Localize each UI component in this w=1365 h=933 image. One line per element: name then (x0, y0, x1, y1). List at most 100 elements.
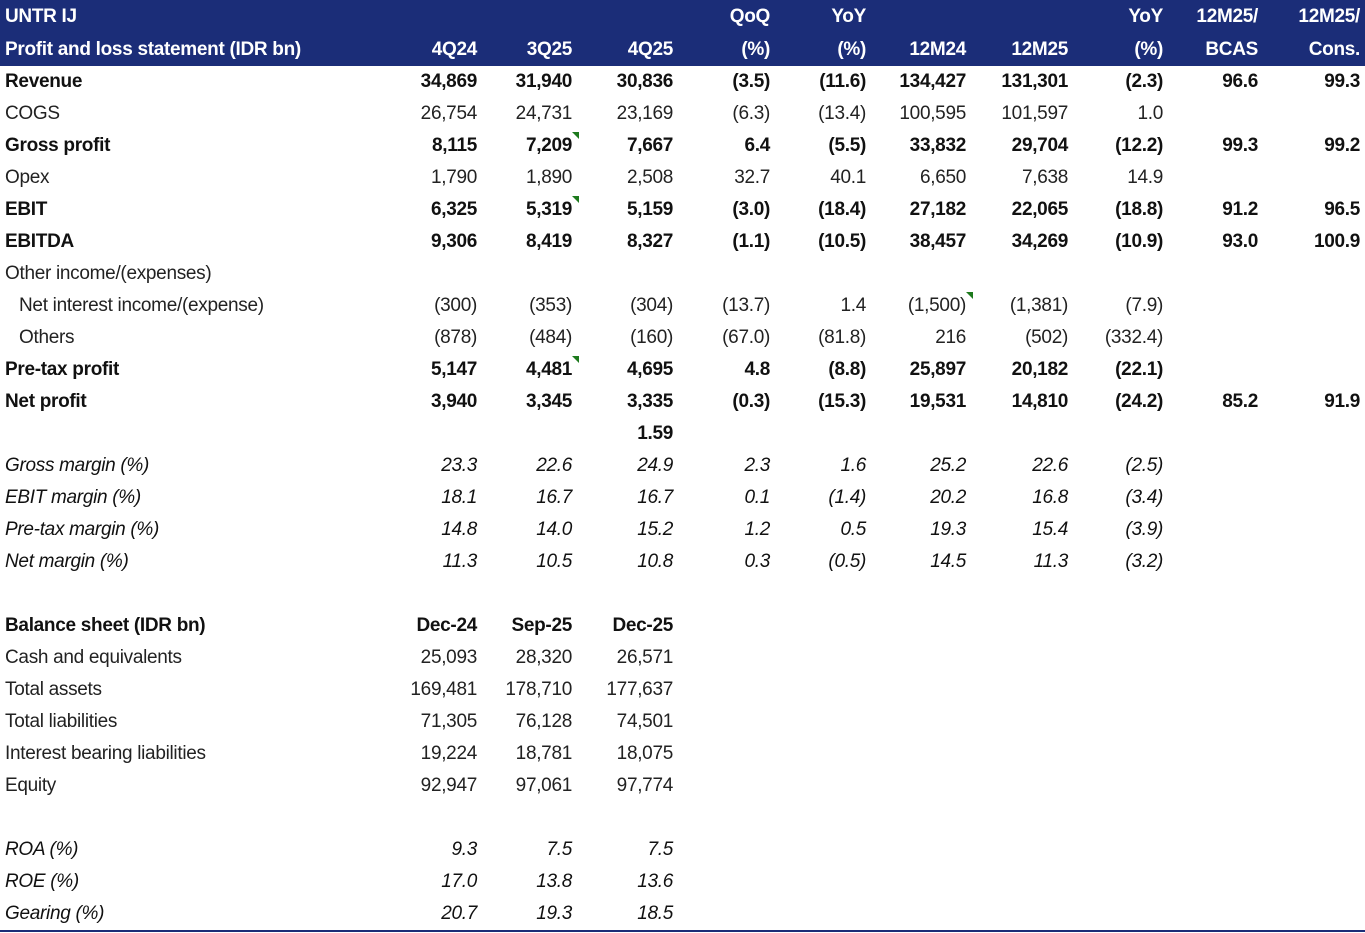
table-cell: (1,381) (1009, 295, 1068, 316)
table-cell: 32.7 (734, 167, 770, 188)
table-cell (1073, 770, 1168, 802)
table-cell (1168, 258, 1263, 290)
table-cell: 1.59 (637, 423, 673, 444)
table-cell: (12.2) (1115, 135, 1163, 156)
table-cell: (24.2) (1115, 391, 1163, 412)
table-cell: 2.3 (744, 455, 770, 476)
table-cell (385, 578, 482, 610)
table-cell (577, 578, 678, 610)
table-cell (678, 674, 775, 706)
table-cell (775, 418, 871, 450)
table-cell (1263, 610, 1365, 642)
row-label: Net profit (5, 391, 87, 412)
table-cell: (3.5) (732, 71, 770, 92)
table-cell (971, 642, 1073, 674)
table-cell: 92,947 (420, 775, 478, 796)
table-cell (385, 418, 482, 450)
table-cell: 25,897 (909, 359, 967, 380)
header-row1: UNTR IJ QoQ YoY YoY 12M25/12M25/ (0, 0, 1365, 33)
table-cell (971, 418, 1073, 450)
table-cell: 30,836 (616, 71, 674, 92)
row-label: Interest bearing liabilities (5, 743, 206, 764)
table-cell (871, 898, 971, 932)
table-cell (775, 770, 871, 802)
column-header: 12M25/ (1263, 0, 1365, 33)
row-label: Others (19, 327, 75, 348)
table-cell: 18.1 (441, 487, 477, 508)
row-label: Cash and equivalents (5, 647, 182, 668)
table-cell (385, 258, 482, 290)
table-row (0, 578, 1365, 610)
table-cell (1263, 802, 1365, 834)
table-cell (1168, 546, 1263, 578)
table-cell: (2.5) (1125, 455, 1163, 476)
table-cell (1263, 642, 1365, 674)
table-row: Net margin (%) 11.3 10.5 10.8 0.3 (0.5) 14.5 11… (0, 546, 1365, 578)
table-cell (775, 866, 871, 898)
table-cell (971, 674, 1073, 706)
table-cell (871, 770, 971, 802)
table-cell (1073, 706, 1168, 738)
table-cell: 38,457 (909, 231, 967, 252)
table-cell (1263, 322, 1365, 354)
table-cell: 5,319 (482, 194, 579, 226)
table-row (0, 802, 1365, 834)
table-cell (1263, 258, 1365, 290)
table-cell (1263, 418, 1365, 450)
table-cell (871, 258, 971, 290)
table-cell: 18,781 (515, 743, 573, 764)
table-cell (1263, 770, 1365, 802)
row-label: EBIT margin (%) (5, 487, 141, 508)
table-row: Net interest income/(expense) (300) (353) (… (0, 290, 1365, 322)
table-cell: (3.9) (1125, 519, 1163, 540)
table-cell: 19.3 (482, 898, 577, 932)
table-cell: 99.2 (1324, 135, 1360, 156)
table-cell (775, 578, 871, 610)
table-cell: 1.4 (840, 295, 866, 316)
table-cell: 100.9 (1313, 231, 1360, 252)
table-cell (1073, 258, 1168, 290)
table-cell (1263, 834, 1365, 866)
table-cell: Dec-24 (416, 615, 477, 636)
row-label: Total liabilities (5, 711, 118, 732)
table-cell: (0.3) (732, 391, 770, 412)
table-cell: 99.3 (1324, 71, 1360, 92)
table-cell: 1,890 (525, 167, 572, 188)
table-cell (971, 610, 1073, 642)
table-cell: 101,597 (1001, 103, 1068, 124)
table-row: Opex 1,790 1,890 2,508 32.7 40.1 6,650 7,638 14.… (0, 162, 1365, 194)
table-cell: (6.3) (732, 103, 770, 124)
table-cell: 34,869 (420, 71, 478, 92)
table-cell (1263, 578, 1365, 610)
table-cell: 10.5 (536, 551, 572, 572)
row-label: Equity (5, 775, 57, 796)
row-label: Revenue (5, 71, 83, 92)
table-cell: 0.1 (744, 487, 770, 508)
table-cell: 71,305 (420, 711, 478, 732)
table-cell (1168, 706, 1263, 738)
table-cell (971, 258, 1073, 290)
table-cell: (67.0) (722, 327, 770, 348)
column-header: 12M25/ (1168, 0, 1263, 33)
table-cell: 7.5 (546, 839, 572, 860)
header-row2: Profit and loss statement (IDR bn) 4Q24 3Q… (0, 33, 1365, 66)
table-cell (871, 866, 971, 898)
table-cell (871, 610, 971, 642)
table-cell: 7,667 (626, 135, 673, 156)
table-cell (1168, 866, 1263, 898)
table-cell (871, 642, 971, 674)
table-cell (1168, 450, 1263, 482)
table-cell: (22.1) (1115, 359, 1163, 380)
table-cell: 8,419 (525, 231, 572, 252)
table-row: Net profit 3,940 3,345 3,335 (0.3) (15.3) 19,5… (0, 386, 1365, 418)
table-row: Revenue 34,869 31,940 30,836 (3.5) (11.6) 134,… (0, 66, 1365, 98)
table-cell: 27,182 (909, 199, 967, 220)
table-cell: 85.2 (1222, 391, 1258, 412)
table-cell: 216 (935, 327, 966, 348)
table-cell (1168, 514, 1263, 546)
table-cell: (484) (529, 327, 572, 348)
table-cell: (8.8) (828, 359, 866, 380)
table-cell (1168, 898, 1263, 932)
table-row: Balance sheet (IDR bn) Dec-24 Sep-25 Dec-25 (0, 610, 1365, 642)
